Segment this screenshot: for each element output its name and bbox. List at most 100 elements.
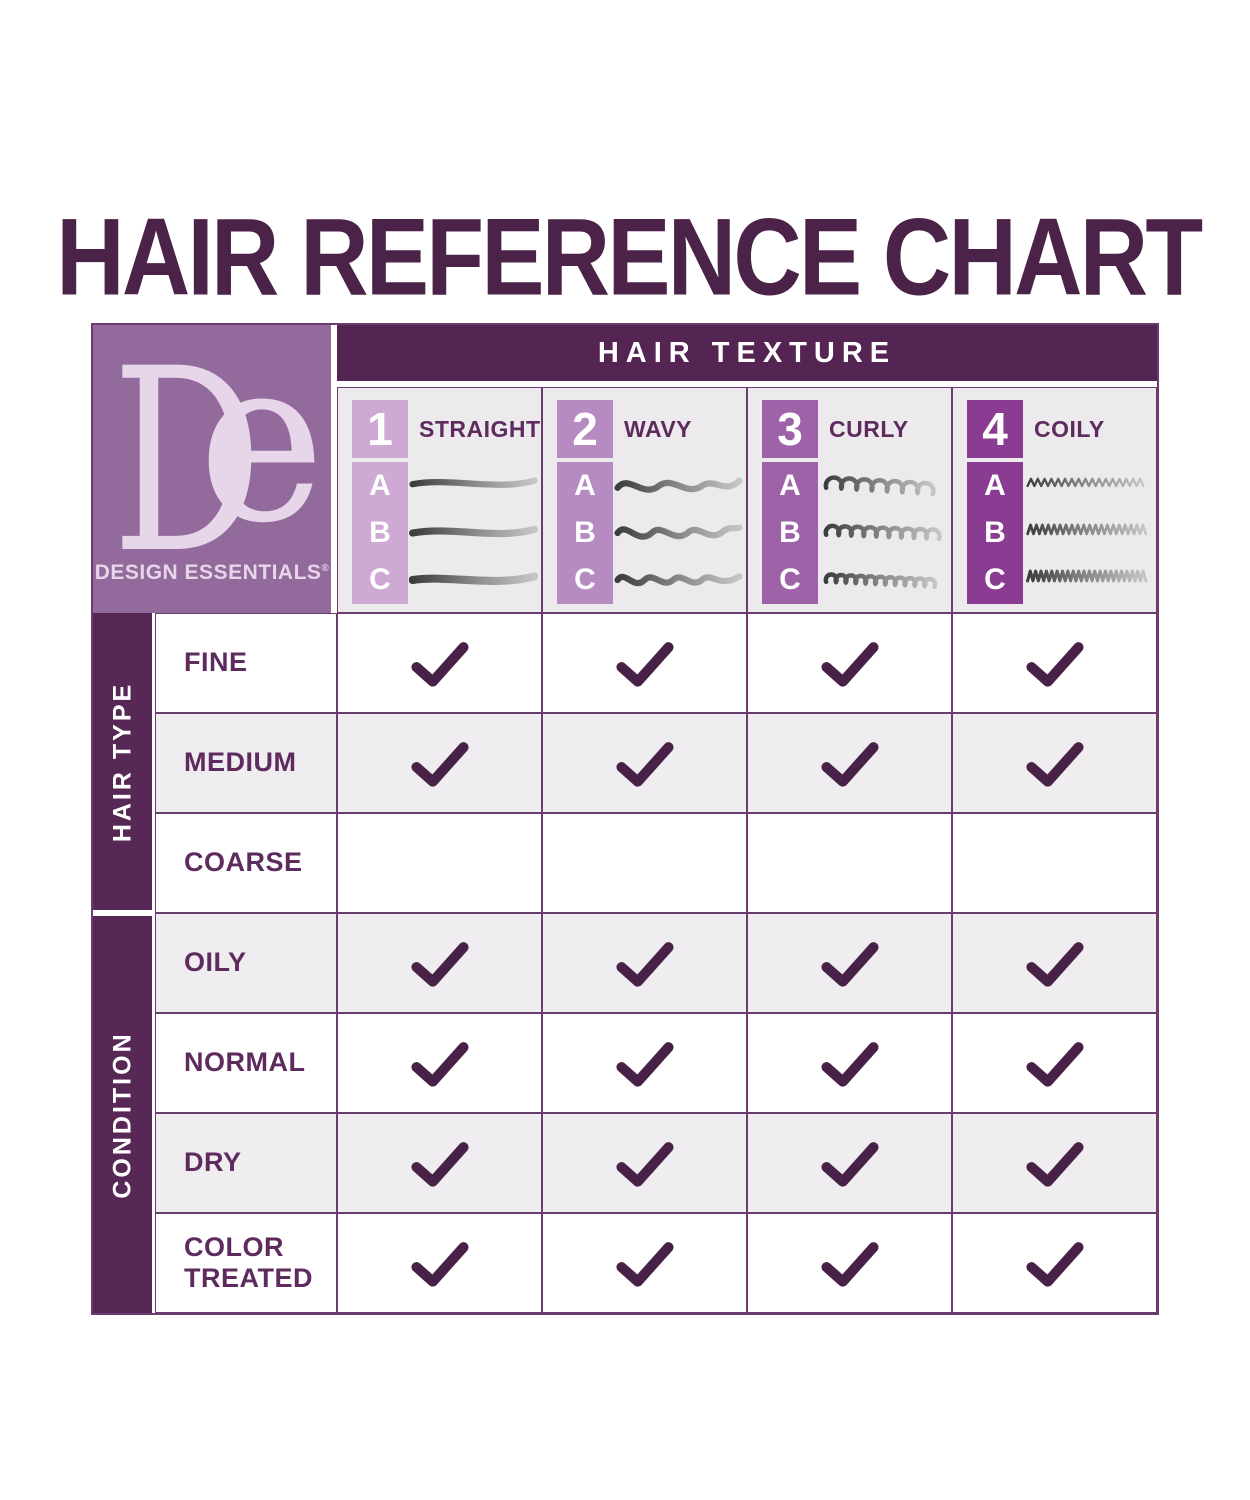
coily-hair-illustration	[1026, 477, 1145, 487]
check-cell	[542, 913, 747, 1013]
check-icon	[615, 1141, 674, 1187]
check-icon	[410, 641, 469, 687]
texture-column-coily: 4 COILY A B C	[952, 387, 1157, 613]
straight-hair-illustration	[409, 525, 538, 538]
logo-cell: D e DESIGN ESSENTIALS®	[93, 325, 337, 613]
check-cell	[747, 1113, 952, 1213]
level-letter: C	[369, 563, 391, 597]
row-group-hair-type: HAIR TYPE	[93, 613, 155, 913]
coily-hair-illustrations	[1023, 462, 1152, 604]
check-cell	[747, 813, 952, 913]
hair-reference-chart-page: HAIR REFERENCE CHART D e DESIGN ESSENTIA…	[56, 196, 1203, 1315]
level-letter: B	[369, 515, 391, 549]
texture-number-badge: 3	[762, 400, 818, 458]
check-icon	[615, 1041, 674, 1087]
hair-reference-chart-table: D e DESIGN ESSENTIALS® HAIR TEXTURE 1 STR…	[91, 323, 1159, 1315]
check-icon	[410, 941, 469, 987]
straight-hair-illustrations	[408, 462, 538, 604]
row-label: OILY	[155, 913, 337, 1013]
check-cell	[952, 813, 1157, 913]
hair-texture-header: HAIR TEXTURE	[337, 325, 1157, 381]
texture-label: WAVY	[624, 415, 693, 442]
check-cell	[542, 1013, 747, 1113]
check-cell	[337, 613, 542, 713]
check-cell	[337, 713, 542, 813]
check-cell	[952, 713, 1157, 813]
check-cell	[337, 1113, 542, 1213]
check-icon	[1025, 1041, 1084, 1087]
texture-column-straight: 1 STRAIGHT A B C	[337, 387, 542, 613]
check-cell	[747, 1013, 952, 1113]
texture-column-curly: 3 CURLY A B C	[747, 387, 952, 613]
row-group-block: HAIR TYPE	[93, 613, 152, 910]
wavy-hair-illustration	[614, 477, 743, 493]
logo-name: DESIGN ESSENTIALS®	[95, 561, 330, 585]
check-cell	[542, 1213, 747, 1313]
page-title: HAIR REFERENCE CHART	[56, 196, 1203, 319]
check-icon	[820, 741, 879, 787]
wavy-hair-illustration	[614, 524, 743, 540]
check-cell	[542, 613, 747, 713]
row-group-label: HAIR TYPE	[108, 681, 136, 842]
check-icon	[820, 1241, 879, 1287]
texture-number-badge: 1	[352, 400, 408, 458]
check-cell	[337, 1213, 542, 1313]
row-group-block: CONDITION	[93, 916, 152, 1313]
level-letter: B	[984, 515, 1006, 549]
row-group-label: CONDITION	[108, 1030, 136, 1199]
check-cell	[747, 613, 952, 713]
check-cell	[952, 1013, 1157, 1113]
texture-label: CURLY	[829, 415, 909, 442]
check-icon	[1025, 1141, 1084, 1187]
texture-column-header: 1 STRAIGHT	[352, 400, 540, 458]
check-cell	[337, 913, 542, 1013]
row-label: DRY	[155, 1113, 337, 1213]
straight-hair-illustration	[409, 477, 538, 488]
design-essentials-monogram: D e	[112, 359, 318, 555]
check-icon	[410, 1141, 469, 1187]
check-cell	[542, 1113, 747, 1213]
check-cell	[747, 713, 952, 813]
check-cell	[747, 913, 952, 1013]
curly-hair-illustration	[823, 523, 942, 542]
texture-label: STRAIGHT	[419, 415, 541, 442]
coily-hair-illustration	[1026, 569, 1148, 583]
check-icon	[1025, 1241, 1084, 1287]
check-icon	[410, 1041, 469, 1087]
level-letter: A	[369, 468, 391, 502]
level-letter: B	[779, 515, 801, 549]
level-letter: A	[779, 468, 801, 502]
check-icon	[820, 1041, 879, 1087]
row-label: COLOR TREATED	[155, 1213, 337, 1313]
check-cell	[337, 1013, 542, 1113]
texture-column-header: 2 WAVY	[557, 400, 742, 458]
curly-hair-illustration	[823, 572, 938, 590]
check-icon	[1025, 941, 1084, 987]
monogram-letter-d: D	[112, 359, 262, 555]
level-letter: C	[574, 563, 596, 597]
row-group-condition: CONDITION	[93, 913, 155, 1313]
wavy-hair-illustrations	[613, 462, 743, 604]
check-icon	[1025, 741, 1084, 787]
check-cell	[952, 613, 1157, 713]
level-letter: A	[984, 468, 1006, 502]
texture-label: COILY	[1034, 415, 1105, 442]
curly-hair-illustration	[823, 475, 936, 496]
texture-column-header: 4 COILY	[967, 400, 1152, 458]
check-icon	[410, 741, 469, 787]
row-label: MEDIUM	[155, 713, 337, 813]
texture-column-wavy: 2 WAVY A B C	[542, 387, 747, 613]
hair-texture-band-cell: HAIR TEXTURE	[337, 325, 1157, 387]
wavy-hair-illustration	[614, 573, 743, 587]
check-icon	[1025, 641, 1084, 687]
logo-name-text: DESIGN ESSENTIALS	[94, 561, 322, 584]
monogram-letter-e: e	[198, 359, 318, 555]
